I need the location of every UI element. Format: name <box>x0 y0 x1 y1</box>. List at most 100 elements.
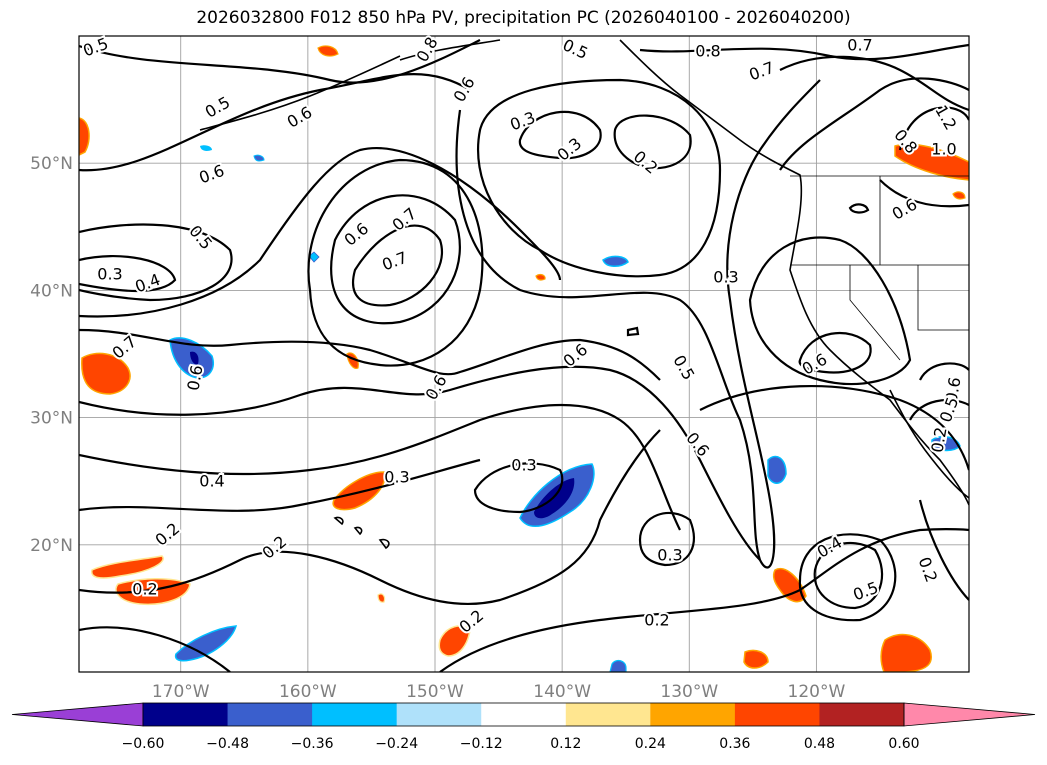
pv-contour <box>79 147 562 318</box>
pv-contour <box>638 511 695 567</box>
pv-contour <box>919 362 969 381</box>
pv-contour <box>352 224 443 307</box>
pv-contour <box>518 110 602 160</box>
contour-label: 0.3 <box>511 456 536 475</box>
pv-contour <box>798 533 897 622</box>
colorbar-tick-label: 0.12 <box>550 736 581 752</box>
colorbar-tick-label: −0.60 <box>122 736 165 752</box>
pv-contour <box>779 77 969 171</box>
pv-contour <box>613 114 692 170</box>
pv-contour <box>813 541 884 610</box>
colorbar-segment <box>565 703 651 726</box>
contour-label: 0.3 <box>657 546 682 565</box>
contour-label: 0.6 <box>941 376 964 404</box>
colorbar-segment <box>819 703 905 726</box>
contour-label: 0.2 <box>927 426 950 454</box>
lon-label: 150°W <box>406 682 464 702</box>
pv-contour <box>79 223 233 302</box>
contour-label: 0.3 <box>97 265 122 284</box>
contour-label: 0.6 <box>183 364 206 392</box>
contour-label: 0.2 <box>644 611 669 630</box>
precip-area <box>743 649 769 669</box>
lat-label: 50°N <box>30 154 73 174</box>
pv-contour <box>79 328 661 381</box>
precip-area <box>81 352 131 395</box>
precip-area <box>772 567 807 603</box>
contour-label-halo: 0.3 <box>713 268 738 287</box>
precip-area <box>200 145 212 151</box>
precip-area <box>332 471 386 511</box>
contour-label-halo: 0.4 <box>199 472 224 491</box>
contour-label: 0.4 <box>199 472 224 491</box>
colorbar-extend-high <box>903 702 1036 727</box>
precip-area <box>767 455 787 484</box>
pv-contour <box>79 429 661 606</box>
colorbar-tick-label: −0.12 <box>460 736 503 752</box>
precip-area <box>602 255 629 267</box>
pv-contour <box>473 462 564 514</box>
lon-label: 160°W <box>279 682 337 702</box>
lon-label: 140°W <box>533 682 591 702</box>
colorbar-segment <box>312 703 398 726</box>
colorbar: −0.60 −0.48 −0.36 −0.24 −0.12 0.12 0.24 0.36 0.4… <box>11 702 1036 752</box>
coastline-north-america <box>619 39 969 506</box>
contour-label-halo: 0.3 <box>657 546 682 565</box>
pv-contour <box>639 43 969 61</box>
pv-contour <box>798 331 872 374</box>
coastline-alaska <box>399 39 501 61</box>
contour-label-halo: 0.7 <box>847 36 872 55</box>
precip-area <box>894 143 969 181</box>
precip-area <box>438 625 471 657</box>
lat-label: 40°N <box>30 281 73 301</box>
pv-contour <box>699 384 969 471</box>
contour-label: 0.7 <box>847 36 872 55</box>
precip-area <box>91 555 164 579</box>
pv-contour <box>330 194 461 325</box>
pv-contour <box>879 179 969 208</box>
latitude-labels: 50°N 40°N 30°N 20°N <box>30 154 73 556</box>
contour-label: 1.0 <box>931 140 956 159</box>
pv-contour <box>455 79 821 569</box>
precip-area <box>952 191 966 200</box>
pv-contour <box>909 398 969 421</box>
precip-area <box>79 117 90 156</box>
contour-label: 0.3 <box>713 268 738 287</box>
coastlines <box>199 39 969 550</box>
contour-label-halo: 0.3 <box>511 456 536 475</box>
contour-label-halo: 0.2 <box>644 611 669 630</box>
coastline-hawaii <box>333 516 390 550</box>
pv-contour <box>848 203 870 214</box>
contour-label: 0.8 <box>695 42 720 61</box>
precip-area <box>880 633 932 672</box>
state-borders <box>790 176 969 361</box>
pv-contour <box>779 55 969 112</box>
precip-area <box>317 45 339 57</box>
precip-area <box>308 251 320 263</box>
precip-area <box>609 659 627 672</box>
colorbar-tick-label: 0.36 <box>719 736 750 752</box>
colorbar-segment <box>227 703 313 726</box>
contour-label-halo: 0.3 <box>97 265 122 284</box>
pv-contour <box>79 458 481 512</box>
map-frame <box>78 35 970 673</box>
colorbar-segment <box>734 703 820 726</box>
colorbar-tick-label: −0.24 <box>375 736 418 752</box>
colorbar-segment <box>143 703 229 726</box>
pv-contour <box>439 528 969 672</box>
colorbar-tick-label: 0.24 <box>635 736 666 752</box>
pv-contour <box>898 106 969 151</box>
pv-contour <box>477 78 722 278</box>
lon-label: 120°W <box>788 682 846 702</box>
lat-label: 20°N <box>30 536 73 556</box>
map-title: 2026032800 F012 850 hPa PV, precipitatio… <box>196 8 851 28</box>
pv-contour <box>79 403 681 531</box>
pv-contour <box>79 626 231 672</box>
lon-label: 170°W <box>152 682 210 702</box>
precip-area <box>931 435 961 452</box>
contour-label-halo: 0.3 <box>384 468 409 487</box>
precip-area <box>535 273 546 281</box>
pv-contour <box>79 254 177 293</box>
contour-label-halo: 1.0 <box>931 140 956 159</box>
colorbar-tick-label: −0.48 <box>206 736 249 752</box>
